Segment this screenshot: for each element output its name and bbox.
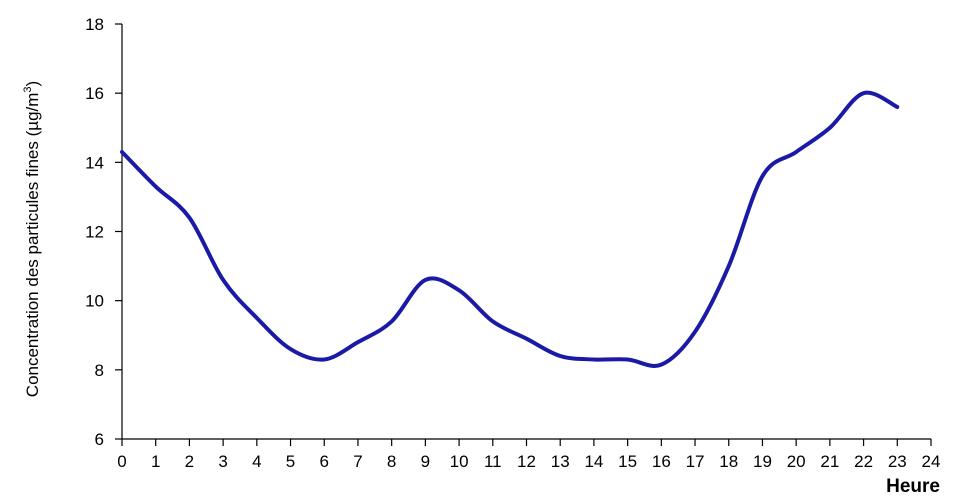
x-axis-title: Heure bbox=[886, 476, 940, 497]
x-tick-label: 22 bbox=[854, 452, 873, 471]
axes bbox=[121, 24, 931, 440]
x-tick-label: 13 bbox=[551, 452, 570, 471]
y-tick-label: 10 bbox=[85, 292, 104, 311]
x-tick-label: 1 bbox=[151, 452, 160, 471]
x-tick-label: 2 bbox=[185, 452, 194, 471]
y-tick-label: 6 bbox=[95, 430, 104, 449]
x-tick-label: 23 bbox=[888, 452, 907, 471]
y-tick-label: 16 bbox=[85, 84, 104, 103]
y-tick-label: 8 bbox=[95, 361, 104, 380]
x-tick-label: 19 bbox=[753, 452, 772, 471]
x-tick-label: 17 bbox=[686, 452, 705, 471]
x-tick-label: 20 bbox=[787, 452, 806, 471]
x-tick-label: 6 bbox=[320, 452, 329, 471]
y-axis-title-main: Concentration des particules fines (µg/m bbox=[23, 93, 42, 398]
series-layer bbox=[120, 90, 900, 368]
x-tick-label: 3 bbox=[218, 452, 227, 471]
x-tick-label: 15 bbox=[618, 452, 637, 471]
y-axis-title: Concentration des particules fines (µg/m… bbox=[22, 81, 42, 397]
series-line bbox=[120, 90, 900, 368]
y-axis-title-close: ) bbox=[23, 81, 42, 87]
x-tick-label: 11 bbox=[484, 452, 502, 471]
x-tick-label: 4 bbox=[252, 452, 261, 471]
x-tick-label: 8 bbox=[387, 452, 396, 471]
y-tick-label: 18 bbox=[85, 15, 104, 34]
x-tick-label: 0 bbox=[117, 452, 126, 471]
y-tick-label: 14 bbox=[85, 153, 104, 172]
y-axis-title-superscript: 3 bbox=[22, 86, 34, 92]
x-tick-label: 14 bbox=[584, 452, 603, 471]
x-tick-label: 18 bbox=[719, 452, 738, 471]
x-tick-label: 16 bbox=[652, 452, 671, 471]
y-tick-label: 12 bbox=[85, 223, 104, 242]
x-tick-label: 5 bbox=[286, 452, 295, 471]
x-tick-label: 10 bbox=[450, 452, 469, 471]
x-tick-label: 12 bbox=[517, 452, 536, 471]
x-tick-label: 9 bbox=[421, 452, 430, 471]
x-tick-label: 7 bbox=[353, 452, 362, 471]
x-tick-label: 21 bbox=[820, 452, 839, 471]
x-tick-label: 24 bbox=[922, 452, 941, 471]
